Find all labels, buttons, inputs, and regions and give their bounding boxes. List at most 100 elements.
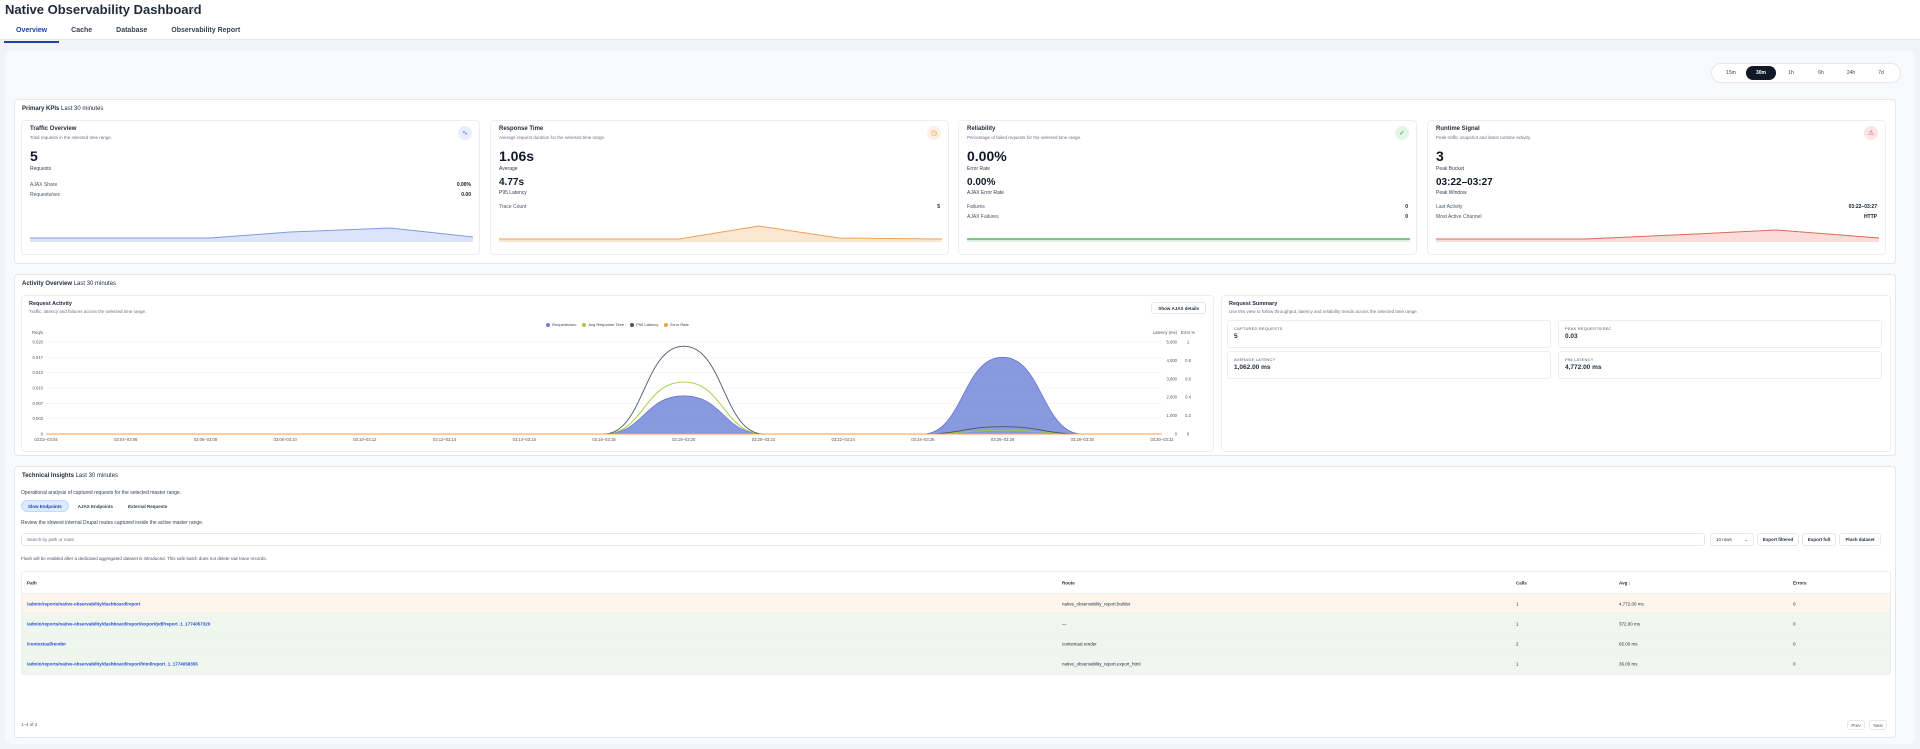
y-left-tick-label: 0.007: [33, 401, 44, 406]
kpi-reliability-card: Reliability Percentage of failed request…: [958, 120, 1417, 255]
range-7d-button[interactable]: 7d: [1878, 70, 1884, 76]
range-1h-button[interactable]: 1h: [1788, 70, 1794, 76]
range-15m-button[interactable]: 15m: [1726, 70, 1736, 76]
request-activity-card: Request Activity Traffic, latency and fa…: [21, 295, 1214, 452]
kpi-title: Traffic Overview: [30, 126, 77, 132]
kpi-secondary-value: 4.77s: [499, 177, 525, 188]
insights-description: Operational analysis of captured request…: [21, 490, 182, 496]
kpi-value: 1.06s: [499, 148, 535, 164]
activity-overview-panel: Activity Overview Last 30 minutes Reques…: [14, 274, 1896, 456]
technical-insights-panel: Technical Insights Last 30 minutes Opera…: [14, 466, 1896, 738]
request-summary-subtitle: Use this view to follow throughput, late…: [1229, 309, 1418, 314]
legend-item[interactable]: P95 Latency: [630, 322, 658, 327]
summary-card-p95-latency: P95 LATENCY 4,772.00 ms: [1558, 351, 1882, 379]
y-left-tick-label: 0.017: [33, 355, 44, 360]
x-tick-label: 03:12–03:14: [433, 437, 457, 442]
request-activity-title: Request Activity: [29, 301, 72, 307]
y-mid-tick-label: 4,000: [1167, 358, 1178, 363]
y-right-tick-label: 1: [1187, 340, 1190, 345]
column-route[interactable]: Route: [1062, 580, 1075, 585]
subtab-ajax-endpoints[interactable]: AJAX Endpoints: [77, 503, 114, 509]
traffic-sparkline: [30, 227, 473, 242]
kpi-response-card: Response Time Average request duration f…: [490, 120, 949, 255]
x-tick-label: 03:16–03:18: [592, 437, 616, 442]
time-range-selector: 15m 30m 1h 6h 24h 7d: [1711, 63, 1901, 83]
x-tick-label: 03:20–03:22: [752, 437, 776, 442]
summary-card-peak: PEAK REQUESTS/SEC 0.03: [1558, 320, 1882, 348]
flush-note: Flush will be enabled after a dedicated …: [21, 556, 267, 561]
subtab-external-requests[interactable]: External Requests: [128, 503, 168, 509]
x-tick-label: 03:10–03:12: [353, 437, 377, 442]
legend-item[interactable]: Requests/sec: [546, 322, 576, 327]
x-tick-label: 03:26–03:28: [991, 437, 1015, 442]
column-path[interactable]: Path: [27, 580, 37, 585]
y-right-tick-label: 0.8: [1185, 358, 1191, 363]
kpi-value-label: Average: [499, 166, 518, 172]
chart-legend: Requests/sec Avg Response Time P95 Laten…: [22, 322, 1213, 327]
tab-observability-report[interactable]: Observability Report: [171, 27, 241, 34]
search-input[interactable]: Search by path or route: [21, 533, 1705, 546]
prev-page-button[interactable]: Prev: [1847, 720, 1865, 730]
chevron-down-icon: ⌄: [1744, 536, 1748, 542]
y-right-tick-label: 0.2: [1185, 413, 1191, 418]
rows-select[interactable]: 10 rows ⌄: [1710, 533, 1754, 546]
activity-icon: ∿: [458, 126, 472, 140]
y-right-axis-label: Error %: [1181, 330, 1195, 335]
path-link[interactable]: /contextual/render: [27, 641, 67, 646]
x-tick-label: 03:14–03:16: [513, 437, 537, 442]
y-left-tick-label: 0.020: [33, 340, 44, 345]
table-row[interactable]: /contextual/render contextual.render 2 6…: [22, 634, 1890, 654]
subtab-slow-endpoints[interactable]: Slow Endpoints: [21, 500, 69, 512]
path-link[interactable]: /admin/reports/native-observability/dash…: [27, 621, 211, 626]
y-right-tick-label: 0.4: [1185, 395, 1191, 400]
flush-dataset-button[interactable]: Flush dataset: [1839, 533, 1881, 546]
table-row[interactable]: /admin/reports/native-observability/dash…: [22, 654, 1890, 674]
kpi-value-label: Peak Bucket: [1436, 166, 1465, 172]
range-6h-button[interactable]: 6h: [1818, 70, 1824, 76]
tab-cache[interactable]: Cache: [71, 27, 93, 34]
primary-kpis-title: Primary KPIs Last 30 minutes: [22, 106, 104, 112]
kpi-traffic-card: Traffic Overview Total requests in the s…: [21, 120, 480, 255]
column-calls[interactable]: Calls: [1516, 580, 1527, 585]
table-row[interactable]: /admin/reports/native-observability/dash…: [22, 614, 1890, 634]
tab-overview[interactable]: Overview: [4, 25, 60, 43]
show-ajax-details-button[interactable]: Show AJAX details: [1151, 302, 1206, 314]
kpi-subtitle: Peak traffic snapshot and latest runtime…: [1436, 135, 1531, 140]
y-left-tick-label: 0.003: [33, 416, 44, 421]
x-tick-label: 03:18–03:20: [672, 437, 696, 442]
y-mid-tick-label: 2,000: [1167, 395, 1178, 400]
y-right-tick-label: 0: [1187, 432, 1190, 437]
column-errors[interactable]: Errors: [1793, 580, 1807, 585]
kpi-secondary-label: P95 Latency: [499, 190, 527, 196]
export-filtered-button[interactable]: Export filtered: [1757, 533, 1799, 546]
main-tabs: Overview Cache Database Observability Re…: [4, 25, 252, 43]
column-avg[interactable]: Avg ↓: [1619, 580, 1631, 585]
kpi-runtime-card: Runtime Signal Peak traffic snapshot and…: [1427, 120, 1886, 255]
kpi-subtitle: Percentage of failed requests for the se…: [967, 135, 1082, 140]
path-link[interactable]: /admin/reports/native-observability/dash…: [27, 661, 198, 666]
path-link[interactable]: /admin/reports/native-observability/dash…: [27, 601, 141, 606]
kpi-row: Failures 0: [967, 204, 1408, 210]
range-30m-button[interactable]: 30m: [1746, 66, 1776, 80]
request-activity-subtitle: Traffic, latency and failures across the…: [29, 309, 147, 314]
export-full-button[interactable]: Export full: [1802, 533, 1836, 546]
favorite-star-icon[interactable]: ☆: [189, 4, 199, 16]
next-page-button[interactable]: Next: [1869, 720, 1887, 730]
check-circle-icon: ✓: [1395, 126, 1409, 140]
range-24h-button[interactable]: 24h: [1846, 70, 1856, 76]
kpi-secondary-label: Peak Window: [1436, 190, 1467, 196]
kpi-row: Requests/sec 0.00: [30, 192, 471, 198]
x-tick-label: 03:28–03:30: [1071, 437, 1095, 442]
y-left-tick-label: 0: [41, 432, 44, 437]
kpi-row: Last Activity 03:22–03:27: [1436, 204, 1877, 210]
legend-item[interactable]: Error Rate: [664, 322, 689, 327]
series-requests-area: [46, 356, 1162, 435]
y-left-tick-label: 0.010: [33, 386, 44, 391]
x-tick-label: 03:30–03:32: [1150, 437, 1174, 442]
legend-item[interactable]: Avg Response Time: [582, 322, 624, 327]
y-mid-axis-label: Latency (ms): [1153, 330, 1178, 335]
technical-insights-title: Technical Insights Last 30 minutes: [22, 473, 118, 479]
kpi-value: 0.00%: [967, 148, 1007, 164]
table-row[interactable]: /admin/reports/native-observability/dash…: [22, 594, 1890, 614]
tab-database[interactable]: Database: [116, 27, 148, 34]
